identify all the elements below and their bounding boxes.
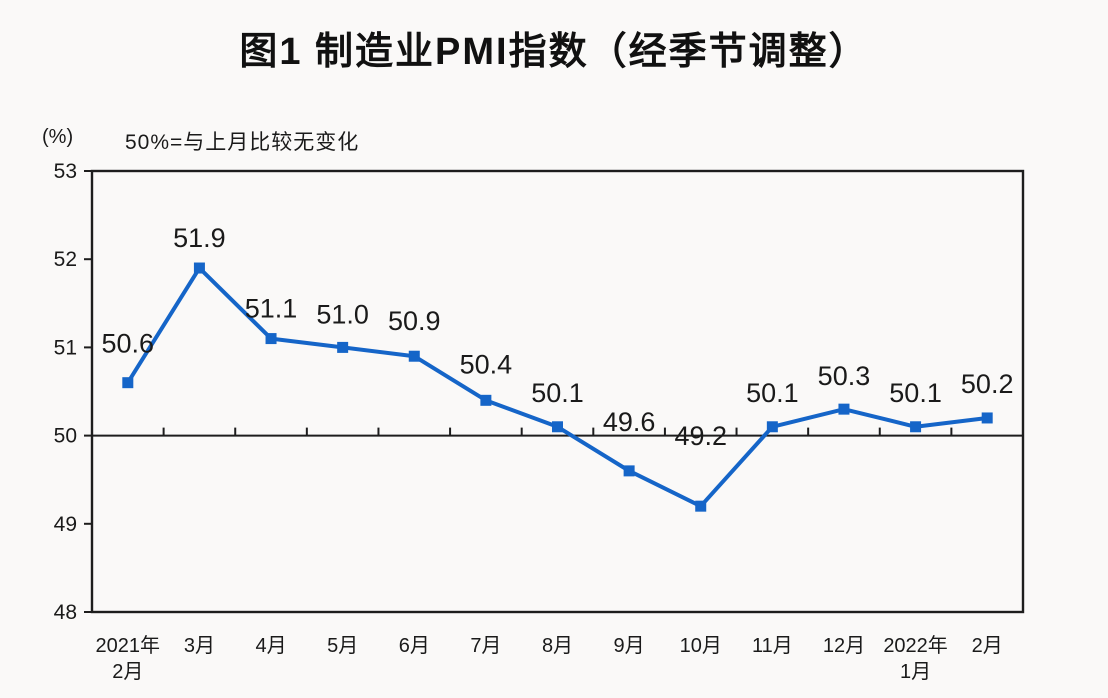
data-point-label: 51.1 [245, 294, 298, 324]
data-point-marker [552, 421, 563, 433]
x-axis-tick-label: 9月 [614, 635, 645, 657]
data-point-label: 50.1 [746, 378, 799, 408]
x-axis-tick-label: 2021年 2月 [96, 634, 161, 683]
data-point-marker [122, 377, 134, 389]
reference-note: 50%=与上月比较无变化 [125, 131, 360, 154]
data-point-marker [981, 412, 993, 424]
x-axis-tick-label: 7月 [470, 635, 501, 657]
y-axis-tick-label: 49 [54, 513, 77, 536]
data-point-marker [910, 421, 922, 433]
data-point-marker [265, 333, 277, 345]
x-axis-tick-label: 2月 [972, 635, 1003, 657]
data-point-label: 49.2 [674, 421, 727, 451]
x-axis-tick-label: 8月 [542, 635, 573, 657]
data-point-marker [408, 350, 420, 362]
data-point-marker [480, 394, 492, 406]
x-axis-tick-label: 12月 [823, 635, 865, 657]
y-axis-tick-label: 51 [54, 336, 77, 359]
x-axis-tick-label: 4月 [255, 635, 286, 657]
x-axis-tick-label: 3月 [184, 635, 215, 657]
data-point-marker [766, 421, 778, 433]
x-axis-tick-label: 6月 [399, 635, 430, 657]
data-point-marker [623, 465, 635, 477]
plot-border [90, 169, 1025, 614]
data-point-label: 50.6 [102, 329, 155, 359]
x-axis-tick-label: 10月 [680, 635, 722, 657]
x-axis-tick-label: 5月 [327, 635, 358, 657]
page-title: 图1 制造业PMI指数（经季节调整） [239, 31, 869, 73]
data-point-marker [695, 500, 707, 512]
y-axis-tick-label: 50 [54, 425, 77, 448]
y-axis-tick-label: 48 [54, 601, 77, 624]
y-axis-tick-label: 53 [54, 160, 77, 183]
data-point-label: 50.3 [818, 361, 871, 391]
x-axis-tick-label: 2022年 1月 [883, 634, 948, 683]
y-axis-unit-label: (%) [42, 126, 74, 148]
data-point-label: 49.6 [603, 407, 656, 437]
data-point-label: 50.1 [889, 378, 942, 408]
data-point-label: 50.4 [460, 349, 513, 379]
data-point-marker [838, 403, 850, 415]
x-axis-tick-label: 11月 [752, 635, 793, 657]
data-point-label: 51.0 [316, 299, 369, 329]
data-point-label: 50.2 [961, 369, 1014, 399]
data-point-label: 50.9 [388, 306, 441, 336]
data-point-marker [337, 341, 349, 353]
data-point-label: 51.9 [173, 223, 226, 253]
data-point-label: 50.1 [531, 378, 584, 408]
data-point-marker [193, 262, 205, 274]
y-axis-tick-label: 52 [54, 248, 77, 271]
